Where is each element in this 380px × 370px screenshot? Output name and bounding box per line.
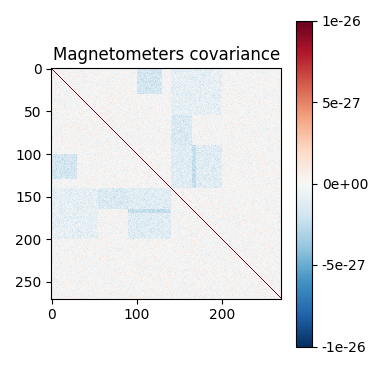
Title: Magnetometers covariance: Magnetometers covariance <box>52 46 280 64</box>
